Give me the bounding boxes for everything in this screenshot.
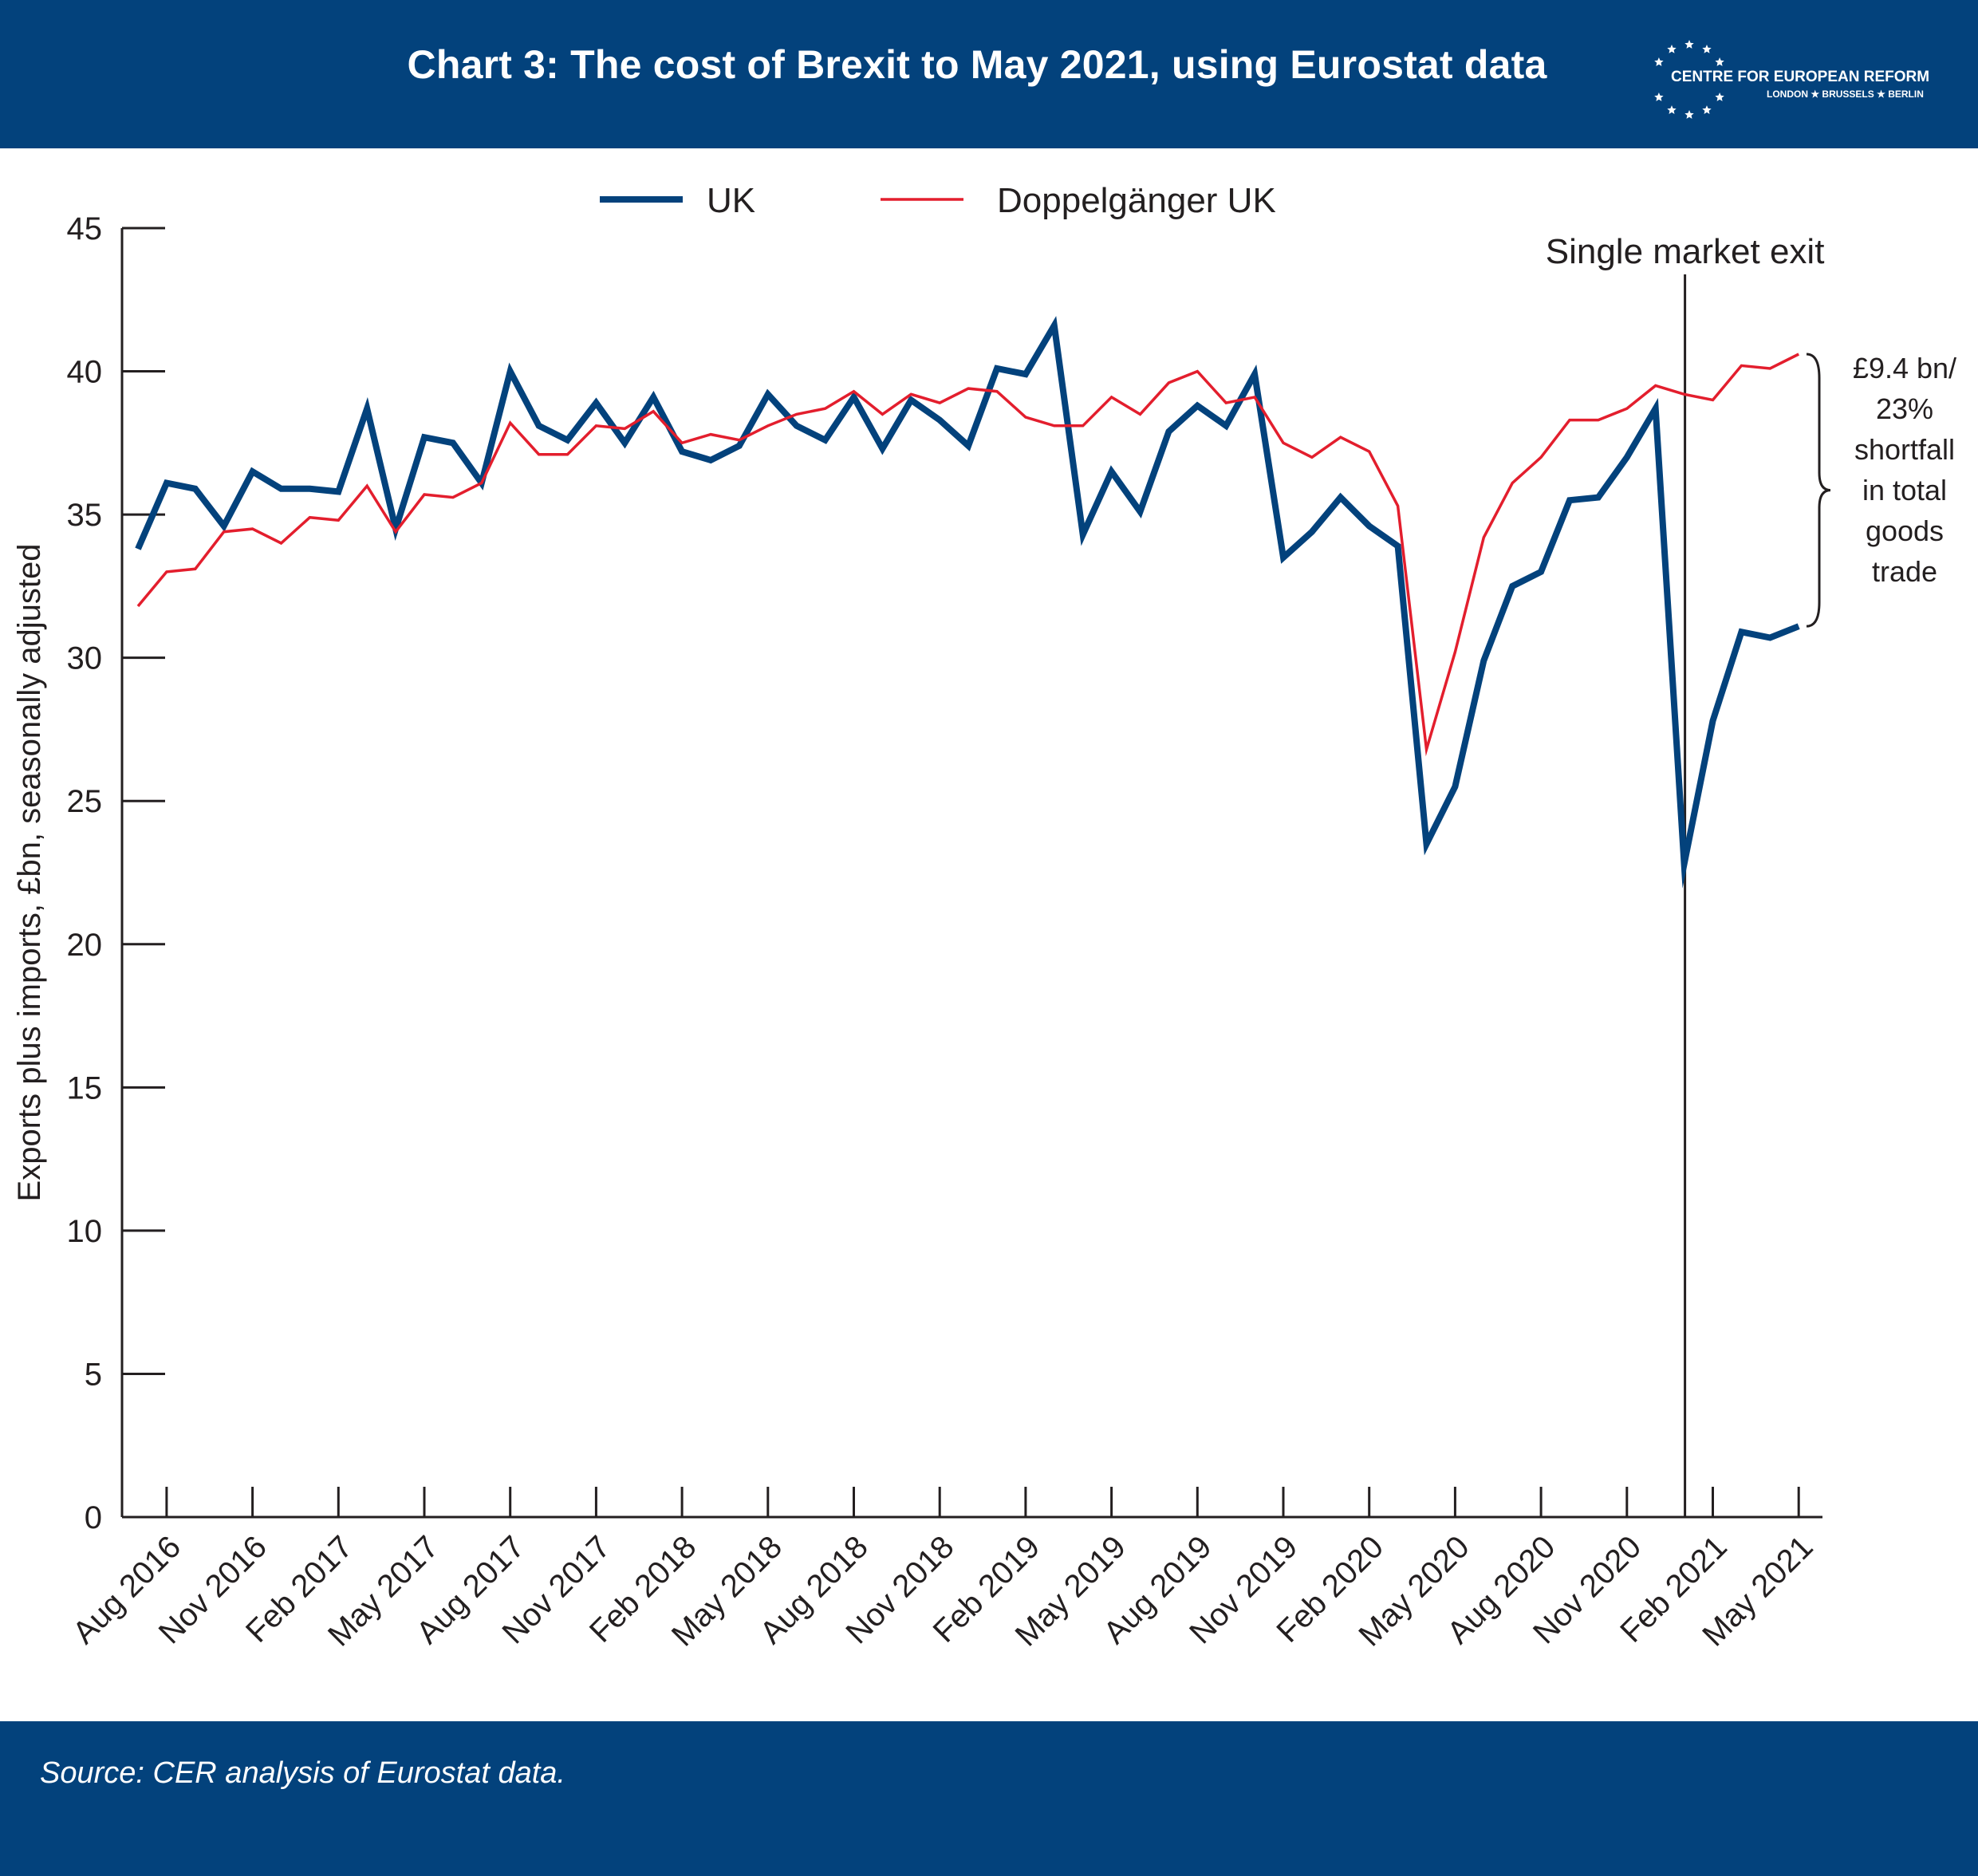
logo-star bbox=[1684, 40, 1694, 49]
footer-bar bbox=[0, 1721, 1978, 1876]
logo-star bbox=[1667, 44, 1677, 53]
legend-uk-label: UK bbox=[707, 181, 755, 220]
shortfall-annotation-line: shortfall bbox=[1854, 433, 1955, 466]
logo-star bbox=[1715, 93, 1724, 101]
logo-star bbox=[1654, 57, 1664, 66]
shortfall-annotation-line: 23% bbox=[1876, 392, 1933, 425]
header-bar bbox=[0, 0, 1978, 148]
chart-title: Chart 3: The cost of Brexit to May 2021,… bbox=[407, 42, 1547, 87]
y-tick-label: 20 bbox=[67, 928, 103, 963]
shortfall-brace bbox=[1806, 353, 1831, 628]
source-note: Source: CER analysis of Eurostat data. bbox=[40, 1756, 565, 1790]
y-tick-label: 5 bbox=[85, 1357, 102, 1392]
y-axis-label: Exports plus imports, £bn, seasonally ad… bbox=[12, 544, 47, 1202]
y-tick-label: 15 bbox=[67, 1070, 103, 1106]
logo-star bbox=[1702, 105, 1712, 114]
shortfall-annotation-line: goods bbox=[1866, 514, 1944, 547]
logo-star bbox=[1715, 57, 1724, 66]
shortfall-annotation-line: trade bbox=[1872, 555, 1937, 588]
y-tick-label: 40 bbox=[67, 355, 103, 390]
y-tick-label: 30 bbox=[67, 641, 103, 676]
logo-star bbox=[1667, 105, 1677, 114]
uk-series-line bbox=[135, 316, 1800, 889]
y-tick-label: 0 bbox=[85, 1500, 102, 1535]
y-tick-label: 45 bbox=[67, 211, 103, 246]
cer-logo-stars-icon bbox=[1654, 40, 1724, 119]
logo-star bbox=[1702, 44, 1712, 53]
y-tick-label: 10 bbox=[67, 1214, 103, 1249]
logo-cities: LONDON ★ BRUSSELS ★ BERLIN bbox=[1767, 89, 1924, 100]
logo-star bbox=[1654, 93, 1664, 101]
legend-doppelganger-label: Doppelgänger UK bbox=[997, 181, 1276, 220]
y-tick-label: 25 bbox=[67, 784, 103, 819]
shortfall-annotation-line: £9.4 bn/ bbox=[1853, 352, 1956, 384]
y-tick-label: 35 bbox=[67, 498, 103, 533]
shortfall-annotation-line: in total bbox=[1862, 474, 1947, 506]
logo-star bbox=[1684, 110, 1694, 119]
logo-name: CENTRE FOR EUROPEAN REFORM bbox=[1671, 69, 1930, 85]
single-market-exit-label: Single market exit bbox=[1546, 232, 1825, 271]
doppelganger-series-line bbox=[136, 353, 1799, 757]
